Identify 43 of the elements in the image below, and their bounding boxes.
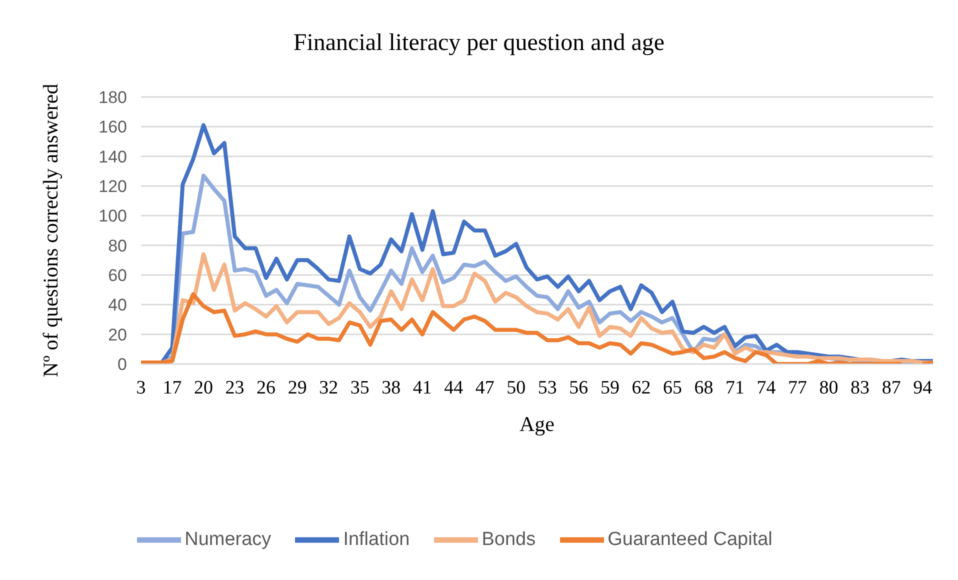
x-tick-label: 17 xyxy=(162,377,182,398)
x-tick-label: 77 xyxy=(788,377,808,398)
x-tick-label: 56 xyxy=(569,377,588,398)
legend-label: Guaranteed Capital xyxy=(608,529,772,550)
x-tick-label: 87 xyxy=(882,377,901,398)
x-axis-title: Age xyxy=(520,412,554,436)
x-tick-label: 68 xyxy=(694,377,714,398)
y-axis-title: Nº of questions correctly answered xyxy=(38,83,62,378)
x-tick-label: 80 xyxy=(819,377,838,398)
x-tick-label: 53 xyxy=(538,377,557,398)
x-tick-label: 71 xyxy=(726,377,744,398)
x-tick-label: 29 xyxy=(288,377,307,398)
y-tick-label: 100 xyxy=(98,206,127,226)
x-tick-label: 83 xyxy=(850,377,870,398)
x-tick-label: 94 xyxy=(913,377,933,398)
chart-title: Financial literacy per question and age xyxy=(292,30,666,57)
legend-label: Bonds xyxy=(482,529,536,550)
x-tick-label: 74 xyxy=(756,377,776,398)
y-tick-label: 40 xyxy=(108,296,127,315)
y-tick-label: 120 xyxy=(98,177,127,196)
x-tick-label: 62 xyxy=(632,377,651,398)
x-tick-label: 38 xyxy=(382,377,401,398)
x-tick-label: 44 xyxy=(444,377,464,398)
y-tick-label: 140 xyxy=(98,147,127,166)
legend-label: Numeracy xyxy=(184,529,272,550)
y-tick-label: 160 xyxy=(98,118,127,137)
y-tick-label: 80 xyxy=(108,236,127,256)
x-tick-label: 50 xyxy=(506,377,526,398)
x-tick-label: 47 xyxy=(475,377,494,398)
x-tick-label: 41 xyxy=(412,377,432,398)
x-tick-label: 26 xyxy=(256,377,276,398)
x-tick-label: 20 xyxy=(194,377,214,398)
x-tick-label: 59 xyxy=(600,377,620,398)
y-tick-label: 0 xyxy=(118,355,127,374)
x-tick-label: 32 xyxy=(319,377,338,398)
y-tick-label: 180 xyxy=(98,88,127,108)
x-tick-label: 35 xyxy=(350,377,370,398)
x-tick-label: 65 xyxy=(662,377,682,398)
legend-label: Inflation xyxy=(343,529,410,550)
x-tick-label: 3 xyxy=(136,377,146,398)
x-tick-label: 23 xyxy=(225,377,244,398)
y-tick-label: 20 xyxy=(108,325,127,344)
y-tick-label: 60 xyxy=(108,266,127,286)
